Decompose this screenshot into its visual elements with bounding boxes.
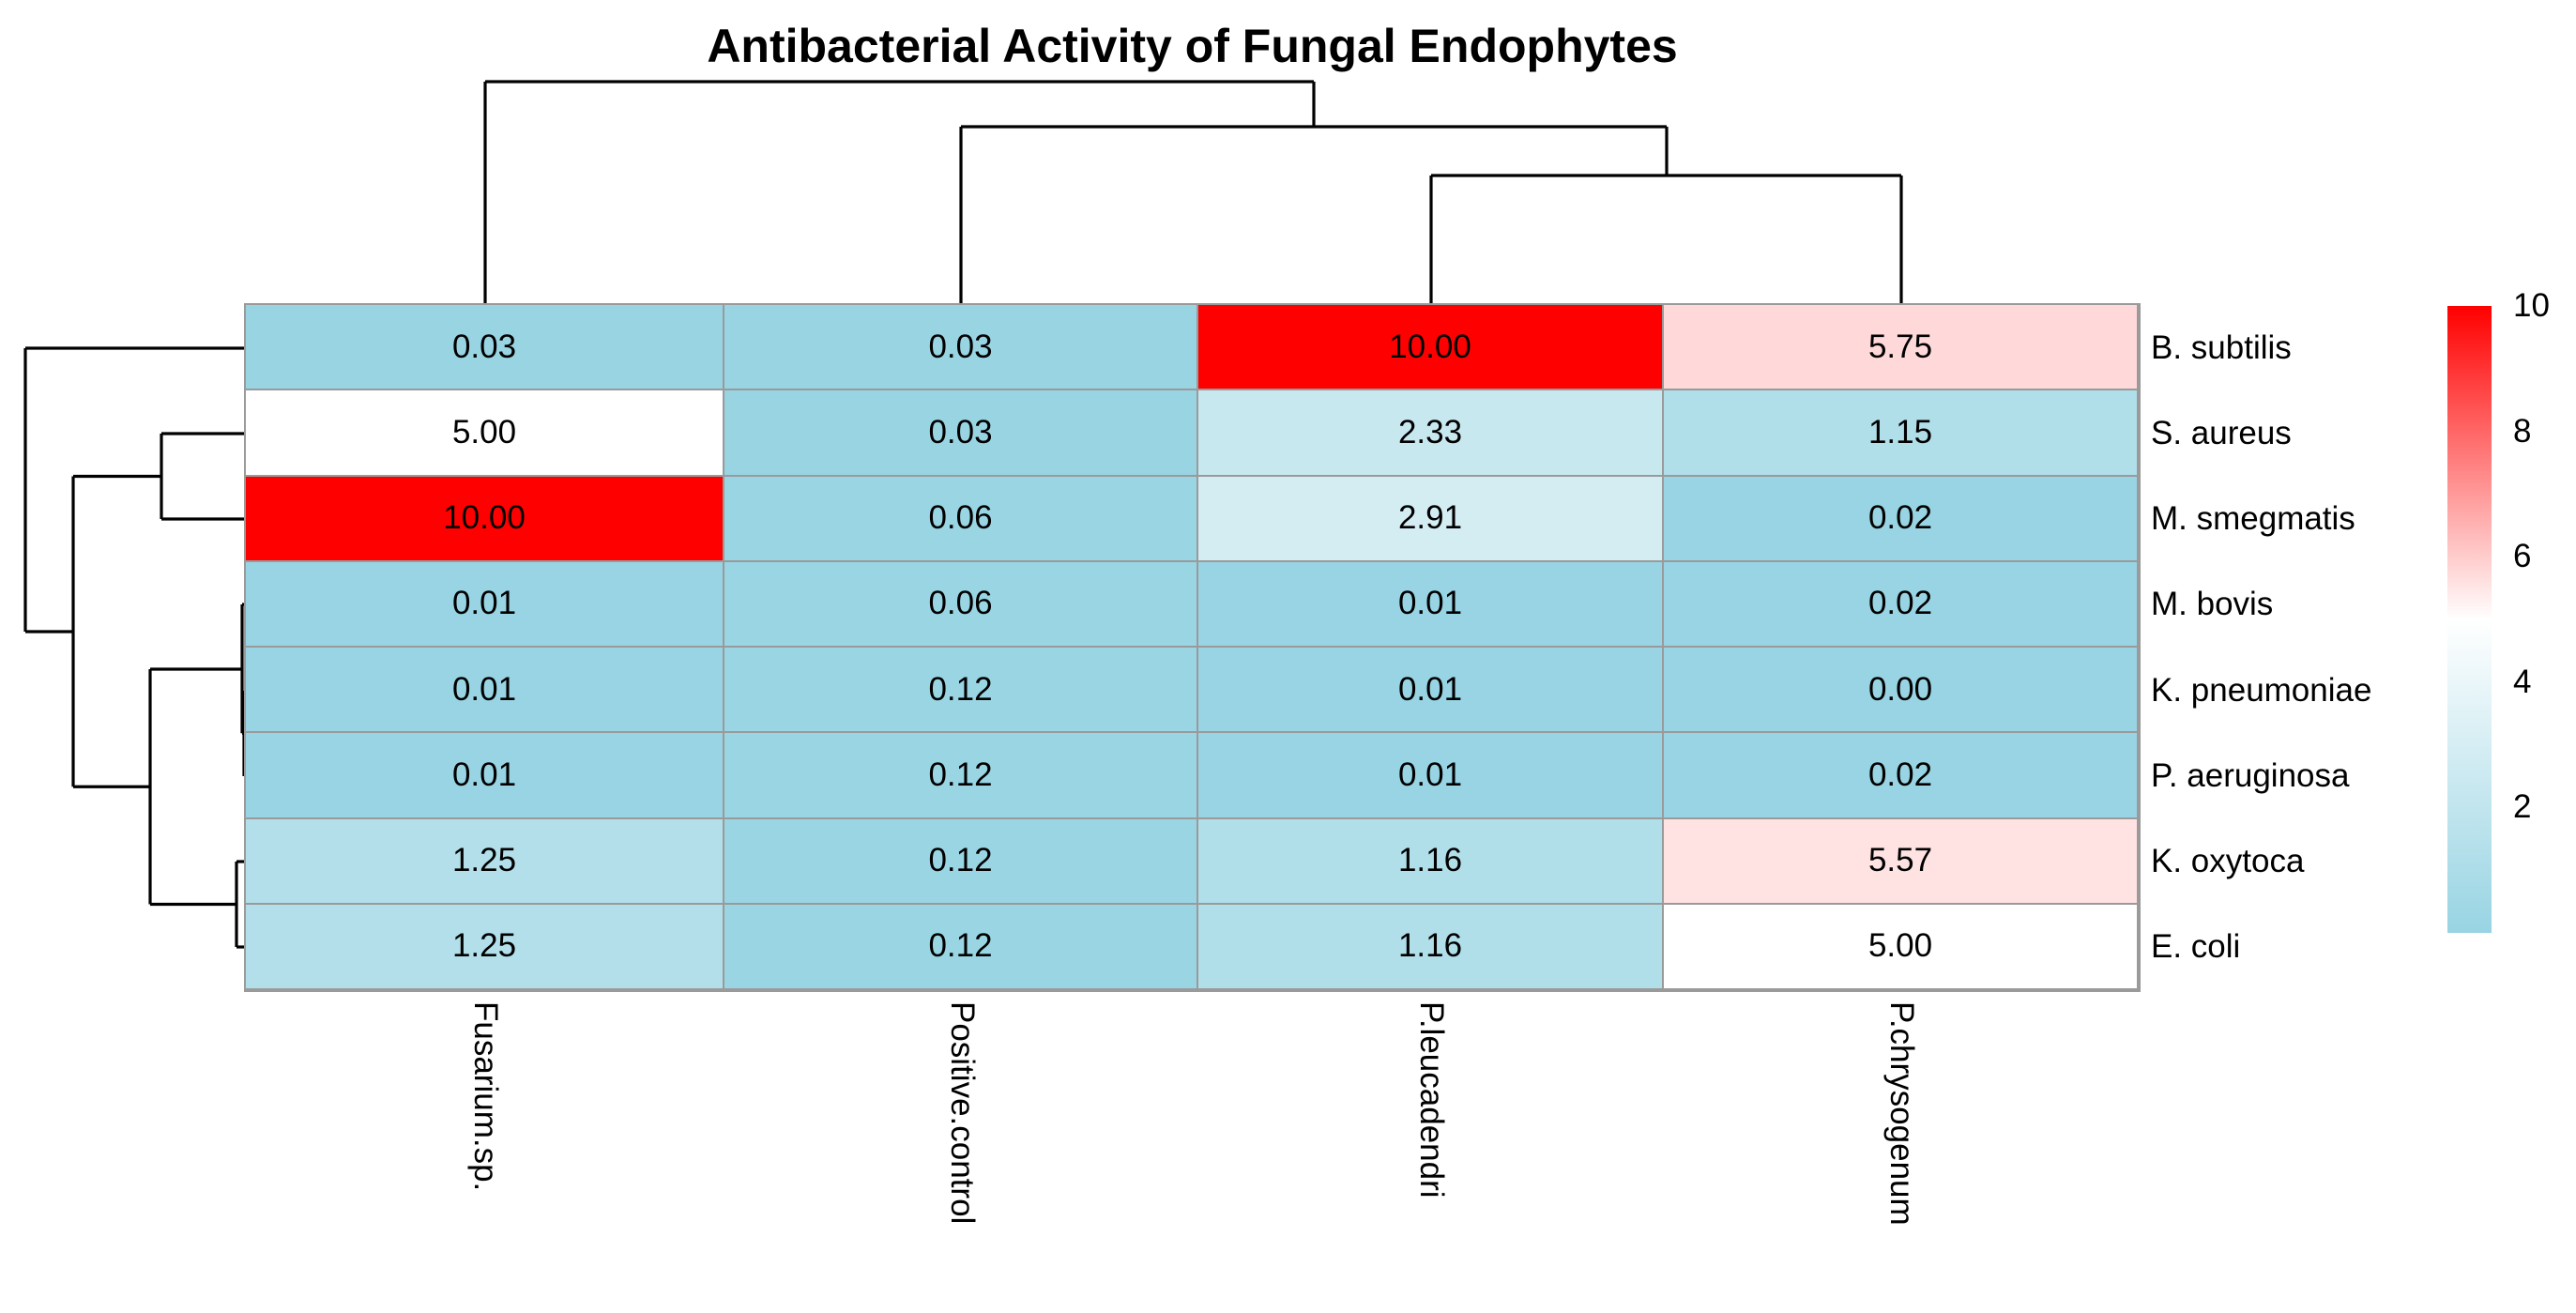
column-label: P.chrysogenum <box>1883 1001 1920 1226</box>
heatmap-cell: 1.16 <box>1198 904 1662 988</box>
heatmap-cell: 0.01 <box>1198 561 1662 646</box>
heatmap-cell: 5.00 <box>246 390 723 475</box>
colorbar-tick-label: 4 <box>2513 663 2532 700</box>
row-label: M. smegmatis <box>2151 500 2355 538</box>
heatmap-cell: 5.75 <box>1664 305 2137 389</box>
heatmap-cell: 0.02 <box>1664 733 2137 817</box>
heatmap-cell: 5.57 <box>1664 818 2137 903</box>
row-label: E. coli <box>2151 928 2241 966</box>
colorbar-tick-label: 10 <box>2513 287 2550 324</box>
row-label: P. aeruginosa <box>2151 756 2350 794</box>
heatmap-cell: 0.03 <box>724 305 1197 389</box>
heatmap-cell: 1.15 <box>1664 390 2137 475</box>
heatmap-cell: 0.02 <box>1664 476 2137 560</box>
heatmap-cell: 5.00 <box>1664 904 2137 988</box>
column-label: P.leucadendri <box>1413 1001 1450 1198</box>
heatmap-cell: 0.12 <box>724 904 1197 988</box>
chart-title: Antibacterial Activity of Fungal Endophy… <box>707 20 1678 72</box>
heatmap-cell: 0.02 <box>1664 561 2137 646</box>
heatmap-cell: 1.16 <box>1198 818 1662 903</box>
heatmap-cell: 0.01 <box>246 733 723 817</box>
heatmap-cell: 0.01 <box>246 648 723 732</box>
heatmap-cell: 2.33 <box>1198 390 1662 475</box>
heatmap-cell: 0.12 <box>724 733 1197 817</box>
column-label: Fusarium.sp. <box>467 1001 504 1192</box>
row-label: K. pneumoniae <box>2151 671 2372 709</box>
heatmap-cell: 10.00 <box>246 476 723 560</box>
heatmap-cell: 0.03 <box>246 305 723 389</box>
column-label: Positive.control <box>943 1001 981 1225</box>
row-label: K. oxytoca <box>2151 843 2305 880</box>
heatmap-cell: 0.01 <box>1198 648 1662 732</box>
heatmap-cell: 0.06 <box>724 476 1197 560</box>
heatmap-cell: 0.03 <box>724 390 1197 475</box>
heatmap-cell: 0.12 <box>724 648 1197 732</box>
heatmap-cell: 2.91 <box>1198 476 1662 560</box>
heatmap-cell: 1.25 <box>246 904 723 988</box>
row-label: B. subtilis <box>2151 328 2292 366</box>
row-label: M. bovis <box>2151 586 2274 623</box>
heatmap-cell: 1.25 <box>246 818 723 903</box>
colorbar-tick-label: 2 <box>2513 788 2532 826</box>
heatmap-grid: 0.03 0.03 10.00 5.75 5.00 0.03 2.33 1.15 10.00 0.… <box>244 303 2141 992</box>
colorbar-tick-label: 6 <box>2513 538 2532 575</box>
heatmap-cell: 10.00 <box>1198 305 1662 389</box>
heatmap-cell: 0.00 <box>1664 648 2137 732</box>
heatmap-cell: 0.01 <box>246 561 723 646</box>
heatmap-cell: 0.06 <box>724 561 1197 646</box>
row-label: S. aureus <box>2151 414 2292 451</box>
heatmap-cell: 0.12 <box>724 818 1197 903</box>
heatmap-cell: 0.01 <box>1198 733 1662 817</box>
colorbar <box>2447 306 2492 933</box>
colorbar-tick-label: 8 <box>2513 412 2532 450</box>
